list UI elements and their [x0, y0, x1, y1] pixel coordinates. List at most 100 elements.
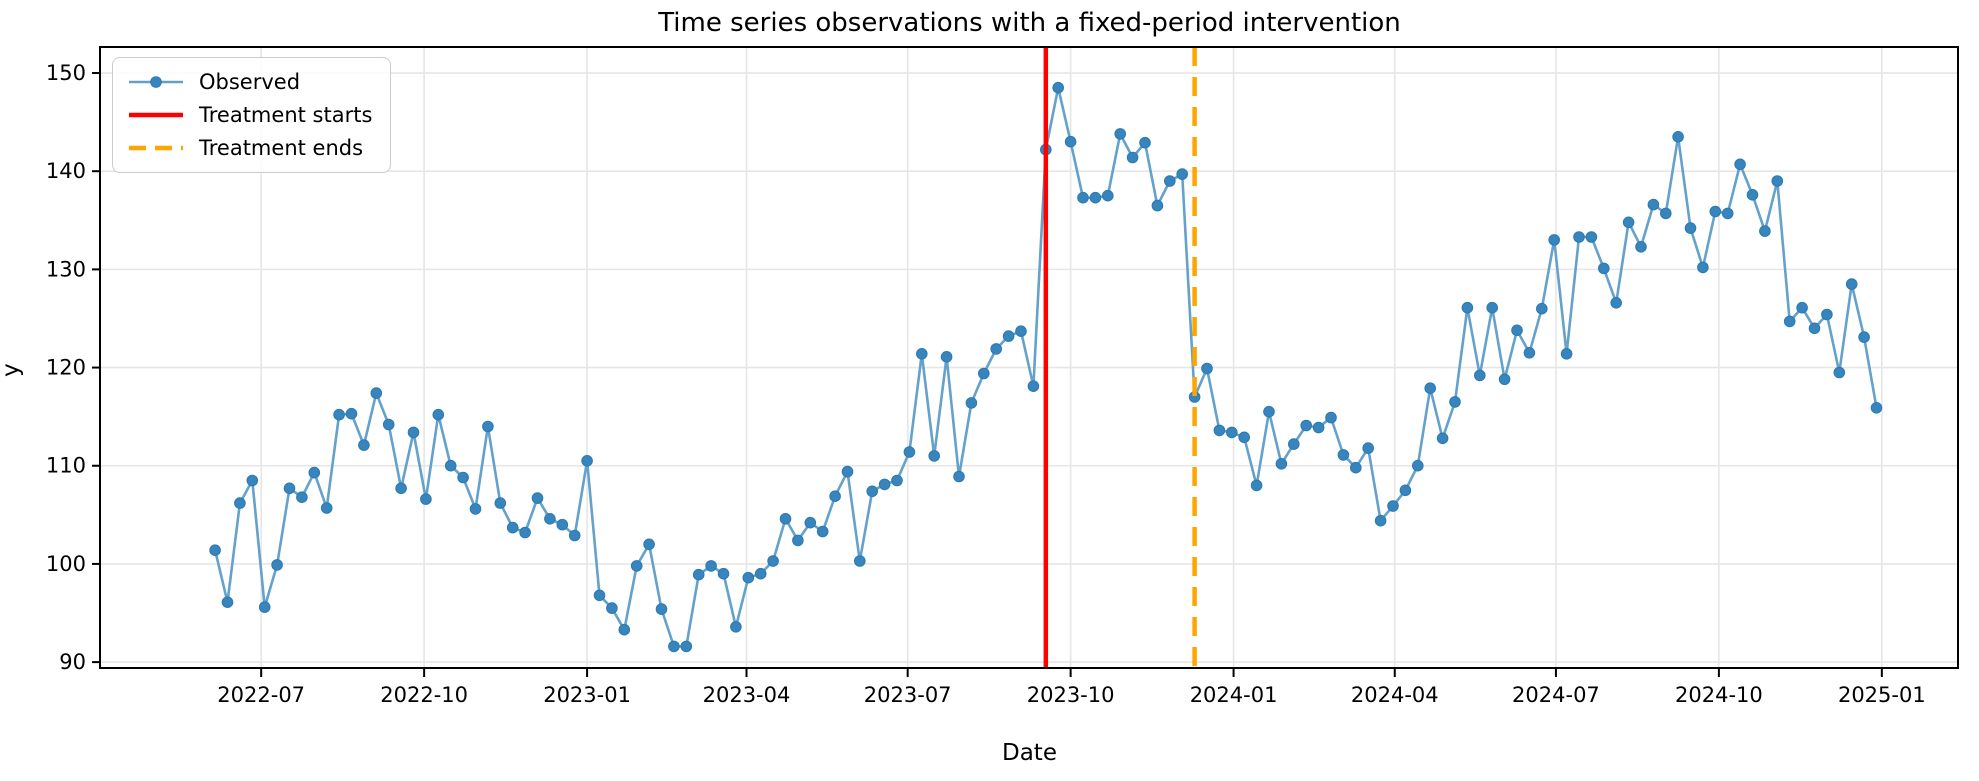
legend-item: Observed [127, 70, 372, 94]
legend-label: Treatment ends [199, 136, 364, 160]
observed-marker [680, 640, 693, 653]
observed-marker [668, 640, 680, 653]
observed-marker [1052, 81, 1064, 94]
observed-marker [1709, 205, 1722, 218]
observed-marker [779, 513, 792, 525]
observed-marker [1263, 405, 1275, 418]
observed-marker [581, 455, 593, 467]
observed-marker [891, 474, 903, 487]
y-tick-label: 150 [46, 61, 86, 85]
observed-marker [258, 601, 271, 613]
observed-marker [1461, 301, 1474, 314]
legend: Observed Treatment starts Treatment ends [112, 57, 392, 173]
x-tick-label: 2023-07 [864, 683, 952, 707]
observed-marker [271, 559, 283, 571]
observed-marker [903, 446, 916, 458]
observed-marker [1288, 438, 1300, 450]
observed-marker [829, 490, 841, 503]
plot-spines [99, 46, 1959, 669]
observed-marker [519, 526, 531, 539]
observed-marker [1821, 308, 1833, 321]
observed-marker [1523, 347, 1536, 359]
y-tick-label: 140 [46, 159, 86, 183]
observed-marker [1337, 449, 1350, 461]
observed-marker [854, 555, 866, 567]
observed-marker [1412, 459, 1424, 472]
observed-marker [1870, 402, 1883, 414]
observed-marker [382, 418, 395, 431]
legend-sample-dashed-line [129, 145, 183, 151]
observed-marker [1436, 432, 1449, 445]
observed-marker [1176, 168, 1188, 180]
observed-marker [1238, 431, 1250, 444]
observed-marker [1672, 131, 1684, 143]
observed-marker [246, 474, 259, 487]
observed-marker [432, 408, 445, 421]
observed-marker [1424, 382, 1436, 395]
observed-marker [593, 589, 606, 602]
observed-marker [1077, 191, 1089, 204]
x-axis-label: Date [1002, 740, 1057, 766]
observed-marker [1610, 297, 1622, 309]
observed-marker [1734, 158, 1746, 171]
observed-marker [1635, 241, 1647, 253]
observed-marker [407, 426, 420, 439]
observed-marker [1151, 199, 1164, 212]
observed-marker [1783, 315, 1796, 328]
observed-marker [1089, 191, 1102, 204]
observed-marker [494, 497, 507, 509]
observed-marker [1622, 216, 1635, 229]
x-tick-label: 2022-07 [217, 683, 305, 707]
observed-marker [1387, 500, 1399, 512]
observed-marker [1845, 278, 1858, 290]
legend-sample-line-marker [129, 76, 183, 88]
legend-label: Treatment starts [199, 103, 373, 127]
observed-marker [792, 534, 804, 547]
observed-marker [1684, 222, 1697, 234]
observed-marker [1771, 175, 1784, 187]
observed-marker [308, 466, 321, 479]
y-tick-label: 130 [46, 257, 86, 281]
observed-marker [444, 459, 457, 472]
observed-marker [556, 518, 569, 531]
observed-marker [1796, 301, 1808, 314]
observed-marker [1833, 366, 1846, 379]
observed-marker [1064, 135, 1077, 148]
x-tick-label: 2024-10 [1675, 683, 1763, 707]
observed-marker [1808, 322, 1821, 335]
observed-marker [717, 567, 730, 580]
observed-marker [358, 439, 370, 451]
observed-marker [1759, 225, 1771, 237]
observed-marker [395, 482, 407, 495]
observed-marker [370, 387, 383, 399]
observed-marker [1300, 419, 1312, 432]
observed-marker [1536, 302, 1548, 315]
observed-marker [234, 497, 246, 509]
observed-marker [1362, 442, 1374, 454]
chart-title: Time series observations with a fixed-pe… [658, 8, 1401, 38]
observed-marker [1015, 325, 1027, 338]
x-tick-label: 2023-01 [543, 683, 631, 707]
observed-marker [482, 420, 494, 433]
observed-marker [1647, 198, 1660, 211]
observed-marker [928, 450, 941, 462]
observed-marker [916, 348, 928, 360]
y-tick-label: 90 [59, 650, 86, 674]
observed-marker [705, 560, 717, 572]
observed-marker [1560, 348, 1573, 360]
legend-item: Treatment ends [127, 136, 372, 160]
legend-item: Treatment starts [127, 103, 372, 127]
observed-marker [1548, 234, 1560, 246]
observed-marker [1498, 373, 1511, 386]
observed-marker [1511, 324, 1523, 337]
y-tick-label: 110 [46, 454, 86, 478]
observed-marker [1374, 514, 1387, 527]
observed-marker [1350, 461, 1362, 474]
observed-marker [742, 571, 755, 584]
observed-marker [283, 482, 296, 495]
observed-marker [544, 513, 556, 525]
observed-marker [1399, 484, 1412, 497]
observed-marker [1746, 189, 1759, 201]
